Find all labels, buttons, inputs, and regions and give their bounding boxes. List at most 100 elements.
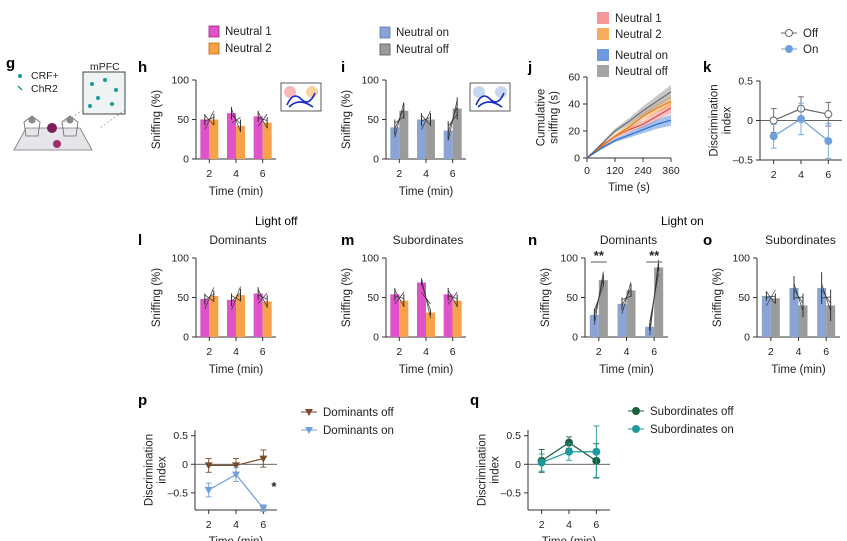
- x-tick-label: 4: [798, 169, 804, 181]
- legend-label: Neutral on: [615, 50, 668, 62]
- y-axis-label: index: [157, 456, 169, 484]
- x-axis-label: Time (min): [771, 364, 826, 376]
- legend-label: Neutral 2: [615, 29, 662, 41]
- x-tick-label: 6: [825, 169, 831, 181]
- panel-label-light-on: Light on: [661, 214, 704, 228]
- y-axis-label: Sniffing (%): [151, 90, 163, 149]
- x-axis-label: Time (min): [399, 364, 454, 376]
- data-point: [565, 447, 573, 456]
- data-point: [204, 462, 213, 470]
- x-tick-label: 6: [260, 346, 266, 358]
- x-tick-label: 4: [423, 346, 429, 358]
- individual-line: [793, 289, 804, 304]
- data-point: [824, 137, 833, 146]
- significance-marker: **: [649, 248, 660, 263]
- individual-line: [204, 294, 215, 302]
- x-tick-label: 120: [606, 165, 624, 177]
- y-axis-label: sniffing (s): [549, 91, 561, 144]
- bar-neutral-1: [200, 119, 210, 159]
- x-tick-label: 4: [624, 346, 630, 358]
- legend-swatch: [597, 28, 609, 40]
- individual-line: [793, 283, 804, 312]
- x-tick-label: 2: [396, 346, 402, 358]
- x-tick-label: 4: [423, 168, 429, 180]
- data-point: [797, 114, 805, 123]
- bar-neutral-1: [253, 293, 263, 337]
- panel-label-g: g: [6, 55, 15, 72]
- x-tick-label: 2: [596, 346, 602, 358]
- individual-line: [258, 294, 268, 300]
- data-point: [769, 132, 778, 141]
- legend-swatch: [597, 12, 609, 24]
- data-point: [232, 462, 240, 470]
- y-tick-label: 60: [568, 72, 580, 84]
- y-axis-label: Sniffing (%): [540, 268, 552, 327]
- legend-label: Dominants off: [323, 407, 395, 419]
- y-tick-label: 0: [574, 153, 580, 165]
- x-axis-label: Time (min): [542, 536, 597, 541]
- arena-track: [286, 92, 316, 108]
- y-tick-label: 50: [566, 292, 578, 304]
- bar-neutral-on: [789, 288, 799, 337]
- y-tick-label: 50: [177, 114, 189, 126]
- y-tick-label: 0: [183, 332, 189, 344]
- x-tick-label: 240: [634, 165, 652, 177]
- chart-title: Subordinates: [393, 233, 464, 247]
- arena-track: [475, 92, 505, 108]
- y-axis-label: Discrimination: [477, 434, 489, 506]
- bar-neutral-2: [399, 300, 409, 337]
- arena-cup-right: [495, 86, 507, 98]
- legend-swatch: [379, 43, 391, 56]
- bar-neutral-off: [399, 110, 409, 159]
- panel-label-k: k: [703, 59, 712, 76]
- legend-marker: [305, 427, 313, 434]
- individual-line: [394, 295, 404, 299]
- y-tick-label: 0: [373, 332, 379, 344]
- bar-neutral-2: [236, 295, 245, 337]
- y-tick-label: 100: [560, 253, 578, 265]
- y-axis-label: Sniffing (%): [341, 90, 353, 149]
- data-point: [232, 471, 240, 479]
- area-band-neutral-on: [587, 114, 671, 158]
- bar-neutral-1: [443, 294, 453, 337]
- individual-line: [394, 289, 405, 307]
- y-axis-label: index: [722, 107, 734, 135]
- x-tick-label: 0: [584, 165, 590, 177]
- x-tick-label: 4: [233, 168, 239, 180]
- chart-title: Dominants: [600, 233, 657, 247]
- y-axis-label: Sniffing (%): [151, 268, 163, 327]
- y-tick-label: 100: [361, 75, 379, 87]
- bar-neutral-on: [589, 314, 599, 337]
- legend-marker: [785, 29, 793, 37]
- individual-line: [621, 288, 632, 306]
- arena-cup-right: [306, 86, 318, 98]
- data-point: [259, 505, 268, 513]
- individual-line: [421, 114, 431, 126]
- individual-line: [394, 108, 405, 129]
- individual-line: [231, 295, 241, 302]
- bar-neutral-on: [761, 295, 771, 337]
- y-axis-label: Sniffing (%): [712, 268, 724, 327]
- individual-line: [447, 289, 458, 307]
- x-tick-label: 6: [823, 346, 829, 358]
- data-point: [592, 447, 601, 456]
- y-tick-label: 0: [572, 332, 578, 344]
- bar-neutral-off: [426, 119, 435, 159]
- legend-label: Dominants on: [323, 425, 394, 437]
- x-axis-label: Time (s): [608, 182, 650, 194]
- panel-label-light-off: Light off: [255, 214, 298, 228]
- y-axis-label: Sniffing (%): [341, 268, 353, 327]
- y-tick-label: 0.5: [506, 430, 521, 442]
- schematic-illustration: CRF+ ChR2 mPFC: [13, 61, 126, 151]
- arena-cup-left: [473, 86, 485, 98]
- chart-p: 0.5 0 –0.5 2 4 6 Time (min) Discriminationindex…: [144, 407, 395, 541]
- individual-line: [621, 295, 632, 300]
- y-tick-label: 0.5: [738, 76, 753, 88]
- bar-neutral-1: [227, 113, 236, 159]
- panel-label-j: j: [527, 59, 532, 76]
- chart-j: 0 20 40 60 0 120 240 360 Time (s) Cumulative sniff…: [536, 12, 680, 194]
- x-tick-label: 6: [450, 346, 456, 358]
- bar-neutral-1: [200, 299, 210, 337]
- individual-line: [448, 295, 458, 299]
- x-tick-label: 6: [260, 168, 266, 180]
